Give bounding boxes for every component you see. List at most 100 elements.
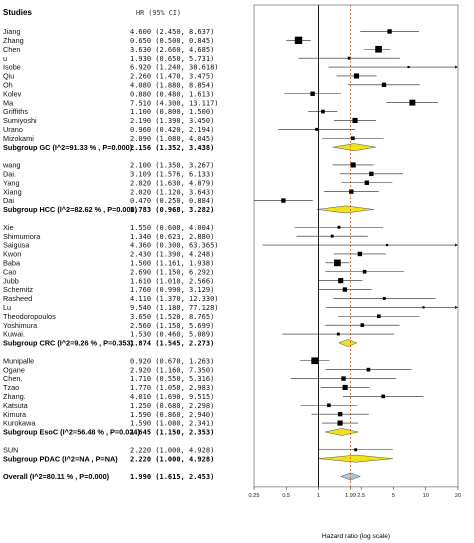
study-weight-box (321, 109, 325, 114)
study-estimate-text: 2.190 (1.390, 3.450) (130, 117, 214, 125)
study-weight-box (362, 269, 367, 274)
subgroup-diamond (332, 143, 377, 152)
study-estimate-text: 0.650 (0.500, 0.845) (130, 37, 214, 45)
study-weight-box (336, 332, 340, 336)
study-estimate-text: 1.710 (0.550, 5.316) (130, 375, 214, 383)
x-tick-label: 2.5 (357, 493, 365, 499)
study-estimate-text: 2.100 (1.350, 3.267) (130, 162, 214, 170)
study-label: Kolev (3, 89, 22, 98)
subgroup-label: Subgroup EsoC (I^2=56.48 % , P=0.024) (3, 428, 140, 437)
study-estimate-text: 4.110 (1.370, 12.330) (130, 295, 219, 303)
subgroup-label: Subgroup CRC (I^2=9.26 % , P=0.353) (3, 339, 134, 348)
study-weight-box (315, 127, 319, 131)
study-estimate-text: 3.650 (1.520, 8.765) (130, 313, 214, 321)
study-weight-box (342, 287, 348, 292)
study-weight-box (354, 448, 358, 452)
study-weight-box (337, 420, 343, 426)
study-label: Xie (3, 223, 14, 232)
study-estimate-text: 0.960 (0.420, 2.194) (130, 126, 214, 134)
study-label: Chen (3, 45, 20, 54)
study-label: Cao (3, 267, 16, 276)
study-label: Jubb (3, 276, 19, 285)
ci-arrow (455, 305, 458, 309)
study-label: Tzao (3, 383, 19, 392)
x-axis-label: Hazard ratio (log scale) (322, 533, 390, 540)
study-label: Rasheed (3, 294, 32, 303)
study-estimate-text: 4.080 (1.880, 8.854) (130, 81, 214, 89)
x-axis: 0.25 0.5 1 1.99 2.5 5 10 20 (249, 4, 461, 499)
study-label: Jiang (3, 27, 20, 36)
study-label: Munipalle (3, 356, 34, 365)
stat-header: HR (95% CI) (136, 9, 181, 17)
study-label: Katsuta (3, 401, 29, 410)
study-weight-box (409, 99, 416, 106)
study-estimate-text: 1.770 (1.050, 2.983) (130, 384, 214, 392)
ci-arrow (455, 243, 458, 247)
study-label: SUN (3, 445, 18, 454)
study-label: Oh (3, 80, 13, 89)
study-estimate-text: 1.550 (0.600, 4.004) (130, 224, 214, 232)
subgroup-diamond (318, 454, 393, 463)
study-estimate-text: 0.920 (0.670, 1.263) (130, 357, 214, 365)
study-label: wang (2, 161, 20, 170)
subgroup-estimate-text: 1.874 (1.545, 2.273) (130, 340, 214, 348)
study-weight-box (352, 117, 358, 124)
study-label: Xiang (3, 187, 22, 196)
study-estimate-text: 2.560 (1.150, 5.699) (130, 322, 214, 330)
x-tick-label: 1 (317, 493, 320, 499)
study-label: Urano (3, 125, 23, 134)
study-estimate-text: 6.920 (1.240, 38.618) (130, 64, 219, 72)
study-weight-box (311, 357, 318, 365)
study-weight-box (369, 171, 374, 177)
study-weight-box (337, 411, 343, 417)
study-estimate-text: 1.530 (0.460, 5.089) (130, 331, 214, 339)
study-weight-box (349, 189, 354, 194)
study-estimate-text: 2.260 (1.470, 3.475) (130, 73, 214, 81)
x-tick-label: 0.25 (249, 493, 260, 499)
study-weight-box (338, 278, 344, 284)
study-weight-box (386, 243, 389, 247)
study-label: Zhang. (3, 392, 26, 401)
overall-diamond (340, 472, 362, 481)
x-tick-label: 10 (423, 493, 429, 499)
study-label: Dai. (3, 169, 16, 178)
subgroup-estimate-text: 2.220 (1.000, 4.928) (130, 455, 214, 463)
study-weight-box (407, 65, 410, 69)
study-label: Schemitz (3, 285, 33, 294)
x-tick-label: 0.5 (282, 493, 290, 499)
study-label: Theodoropoulos (3, 312, 56, 321)
study-label: u (3, 54, 7, 63)
study-label: Shimumora (3, 232, 41, 241)
study-weight-box (353, 73, 360, 79)
study-label: Mizokami (3, 134, 34, 143)
study-estimate-text: 1.250 (0.680, 2.298) (130, 402, 214, 410)
study-estimate-text: 1.500 (1.161, 1.938) (130, 259, 214, 267)
subgroup-diamond (316, 205, 374, 214)
x-tick-label: 20 (455, 493, 461, 499)
study-label: Kimura (3, 410, 27, 419)
study-label: Sumiyoshi (3, 116, 37, 125)
study-label: Ma (3, 98, 14, 107)
study-weight-box (366, 367, 371, 372)
subgroup-diamond (324, 428, 359, 436)
study-label: Griffiths (3, 107, 28, 116)
subgroup-estimate-text: 2.156 (1.352, 3.438) (130, 144, 214, 152)
study-estimate-text: 4.600 (2.450, 8.637) (130, 28, 214, 36)
overall-estimate-text: 1.990 (1.615, 2.453) (130, 473, 214, 481)
forest-rows: Jiang 4.600 (2.450, 8.637) Zhang 0.650 (0.5… (2, 27, 458, 481)
study-label: Dai (3, 196, 14, 205)
study-weight-box (357, 251, 363, 257)
study-weight-box (382, 297, 386, 300)
study-estimate-text: 2.820 (1.630, 4.879) (130, 179, 214, 187)
study-estimate-text: 2.690 (1.150, 6.292) (130, 268, 214, 276)
study-label: Kuwai. (3, 330, 25, 339)
study-estimate-text: 9.540 (1.180, 77.128) (130, 304, 219, 312)
study-weight-box (337, 225, 341, 229)
study-label: Baba (3, 258, 21, 267)
study-label: Kwon (3, 250, 21, 259)
ci-arrow (455, 65, 458, 69)
study-estimate-text: 2.920 (1.160, 7.350) (130, 366, 214, 374)
study-weight-box (342, 384, 348, 391)
study-weight-box (310, 91, 315, 96)
study-weight-box (422, 306, 425, 309)
